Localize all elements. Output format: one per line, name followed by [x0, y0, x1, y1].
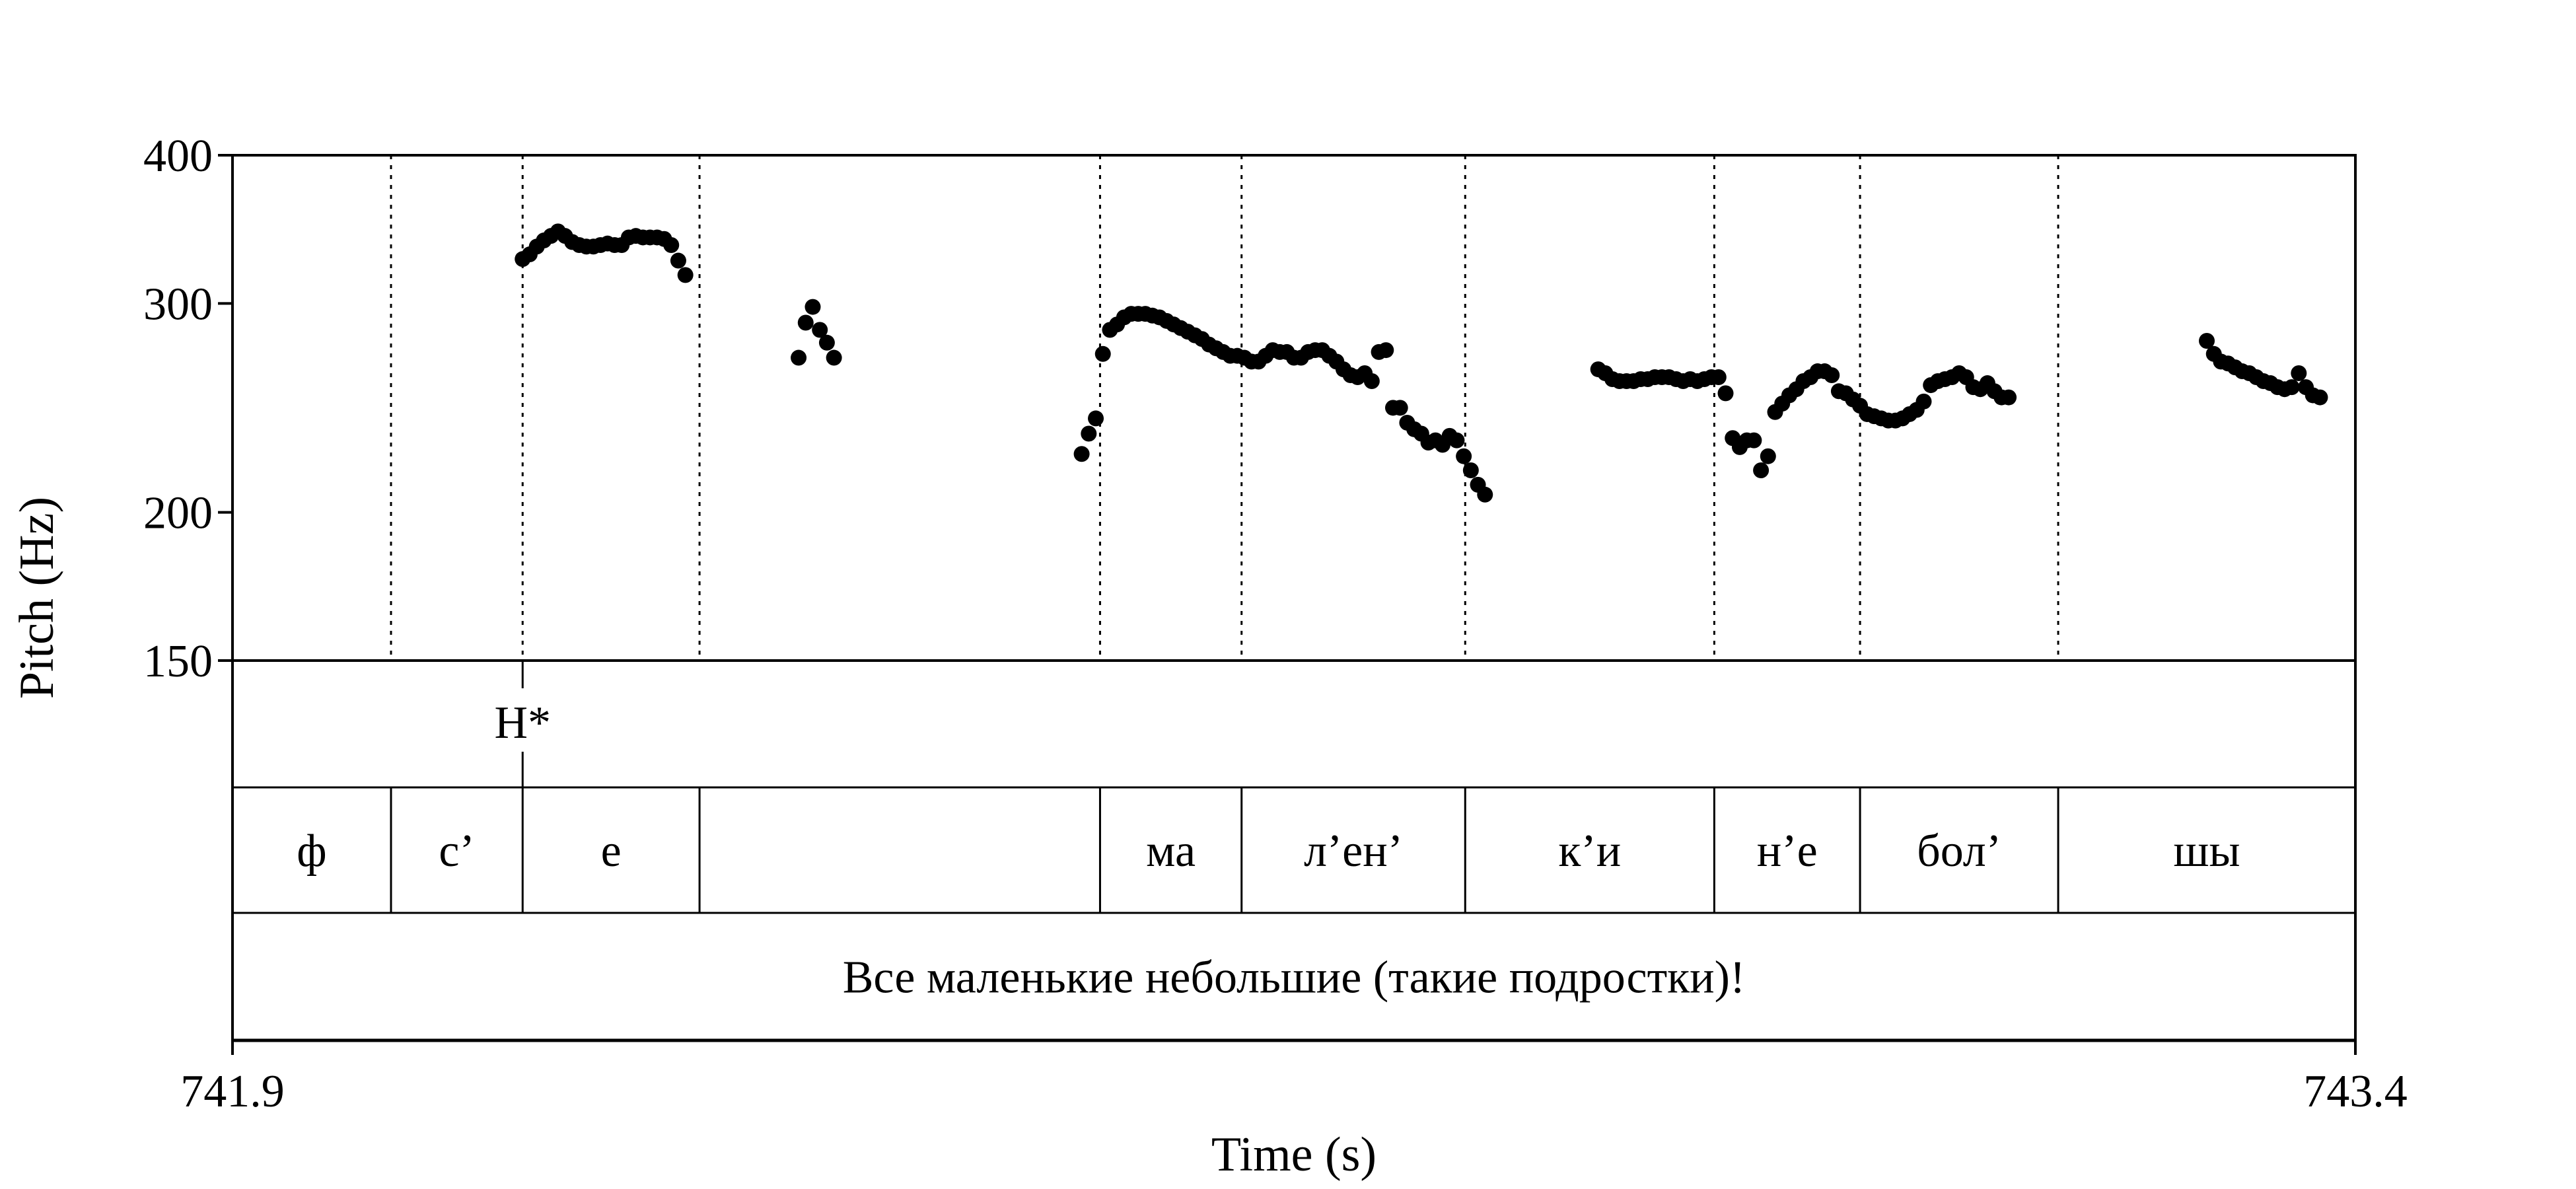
pitch-point	[2291, 365, 2307, 382]
pitch-point	[797, 314, 814, 331]
pitch-point	[2001, 389, 2017, 406]
pitch-point	[1449, 432, 1465, 449]
x-axis-label: Time (s)	[1211, 1128, 1377, 1182]
y-tick-label: 300	[143, 279, 213, 330]
syllable-label: к’и	[1558, 826, 1621, 877]
pitch-point	[791, 349, 807, 366]
pitch-point	[805, 299, 821, 315]
tone-label: H*	[494, 698, 551, 748]
pitch-point	[1710, 369, 1727, 385]
y-tick-label: 150	[143, 636, 213, 687]
pitch-point	[1915, 393, 1932, 410]
y-axis-label: Pitch (Hz)	[10, 497, 64, 699]
sentence-label: Все маленькие небольшие (такие подростки…	[843, 953, 1746, 1003]
pitch-point	[670, 252, 686, 269]
x-axis-ticks: 741.9 743.4	[180, 1040, 2408, 1117]
pitch-point	[2283, 379, 2300, 396]
y-tick-label: 200	[143, 488, 213, 539]
pitch-point	[1753, 462, 1770, 478]
pitch-point	[1363, 373, 1380, 390]
x-tick-label: 743.4	[2303, 1066, 2408, 1117]
syllable-label: е	[601, 826, 622, 877]
pitch-point	[663, 236, 680, 253]
pitch-point	[1746, 432, 1762, 449]
syllable-label: н’е	[1757, 826, 1818, 877]
pitch-point	[677, 267, 694, 283]
pitch-point	[1081, 425, 1097, 442]
pitch-point	[1760, 448, 1776, 464]
y-axis-ticks: 150 200 300 400	[143, 131, 233, 687]
pitch-point	[1392, 400, 1408, 416]
pitch-point	[826, 349, 842, 366]
x-tick-label: 741.9	[180, 1066, 285, 1117]
pitch-point	[1462, 462, 1479, 478]
pitch-point	[2199, 332, 2215, 349]
pitch-point	[812, 322, 828, 338]
pitch-point	[1477, 486, 1493, 503]
pitch-point	[818, 334, 835, 351]
syllable-label: ф	[297, 826, 326, 877]
syllable-label: шы	[2174, 826, 2240, 877]
syllable-label: ма	[1146, 826, 1196, 877]
annotation-tiers: H* ф с’ е ма л’ен’ к’и н’е бол’ шы Все маленькие н…	[297, 661, 2240, 1003]
syllable-label: л’ен’	[1304, 826, 1403, 877]
pitch-point	[1378, 342, 1394, 359]
pitch-plot-area	[231, 154, 2357, 662]
syllable-label: с’	[439, 826, 474, 877]
chart-frame	[231, 154, 2357, 1042]
y-tick-label: 400	[143, 131, 213, 182]
pitch-point	[1456, 448, 1472, 464]
pitch-points	[515, 223, 2328, 503]
pitch-point	[1073, 446, 1090, 462]
pitch-point	[1088, 410, 1104, 427]
pitch-point	[1094, 345, 1111, 362]
pitch-point	[2312, 389, 2328, 406]
syllable-label: бол’	[1917, 826, 2001, 877]
pitch-point	[1717, 385, 1734, 402]
pitch-point	[1824, 367, 1840, 383]
